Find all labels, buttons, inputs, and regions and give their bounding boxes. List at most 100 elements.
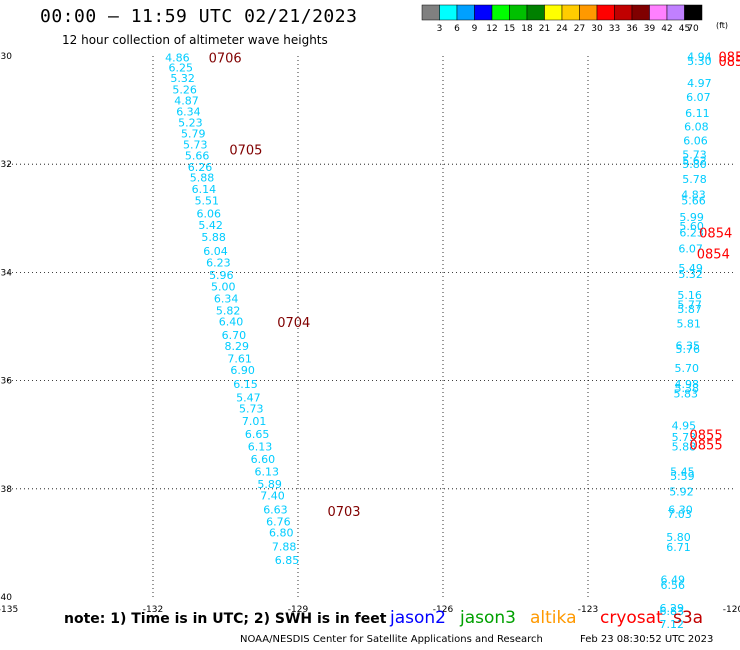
color-scale-label: 36 bbox=[626, 24, 638, 34]
wave-height-point: 5.60 bbox=[679, 220, 704, 233]
wave-height-point: 6.56 bbox=[661, 579, 686, 592]
wave-height-point: 6.70 bbox=[222, 329, 247, 342]
wave-height-point: 6.90 bbox=[230, 364, 255, 377]
wave-height-point: 6.76 bbox=[266, 515, 291, 528]
wave-height-point: 6.13 bbox=[255, 465, 280, 478]
x-tick-label: -126 bbox=[433, 605, 454, 615]
legend-jason2: jason2 bbox=[390, 608, 446, 628]
wave-height-point: 4.95 bbox=[672, 420, 697, 433]
color-scale-label: 9 bbox=[472, 24, 478, 34]
color-scale-label: 12 bbox=[486, 24, 497, 34]
wave-height-point: 5.30 bbox=[687, 55, 712, 68]
wave-height-point: 7.61 bbox=[227, 352, 252, 365]
wave-height-point: 5.66 bbox=[185, 150, 210, 163]
time-label: 0854 bbox=[699, 226, 732, 241]
wave-height-point: 6.63 bbox=[263, 503, 288, 516]
wave-height-point: 4.86 bbox=[165, 52, 190, 65]
wave-height-point: 4.97 bbox=[687, 77, 712, 90]
wave-height-point: 4.94 bbox=[687, 51, 712, 64]
time-label: 0854 bbox=[719, 55, 740, 70]
color-scale-label: 18 bbox=[521, 24, 533, 34]
color-scale-label: 27 bbox=[574, 24, 585, 34]
wave-height-point: 6.06 bbox=[197, 207, 222, 220]
wave-height-point: 4.87 bbox=[174, 94, 199, 107]
wave-height-point: 8.29 bbox=[225, 340, 250, 353]
wave-height-point: 5.59 bbox=[670, 470, 695, 483]
wave-height-point: 6.60 bbox=[251, 453, 276, 466]
wave-height-point: 6.71 bbox=[666, 541, 691, 554]
wave-height-point: 5.66 bbox=[681, 194, 706, 207]
wave-height-point: 6.65 bbox=[245, 428, 269, 441]
x-tick-label: -135 bbox=[0, 605, 18, 615]
wave-height-point: 6.34 bbox=[214, 292, 239, 305]
wave-height-point: 4.98 bbox=[675, 378, 700, 391]
wave-height-point: 6.07 bbox=[678, 243, 703, 256]
color-scale-label: 30 bbox=[591, 24, 603, 34]
wave-height-point: 5.96 bbox=[209, 269, 234, 282]
footer-timestamp: Feb 23 08:30:52 UTC 2023 bbox=[580, 634, 714, 645]
wave-height-point: 5.77 bbox=[677, 298, 702, 311]
wave-height-point: 5.26 bbox=[172, 84, 197, 97]
x-tick-label: -132 bbox=[143, 605, 163, 615]
wave-height-point: 6.23 bbox=[206, 257, 231, 270]
wave-height-point: 5.78 bbox=[682, 173, 707, 186]
wave-height-point: 5.73 bbox=[682, 148, 707, 161]
time-label: 0854 bbox=[719, 51, 740, 66]
time-label: 0705 bbox=[229, 144, 262, 159]
wave-height-point: 5.16 bbox=[677, 289, 702, 302]
wave-height-point: 6.06 bbox=[683, 134, 708, 147]
legend-cryosat: cryosat bbox=[600, 608, 663, 628]
y-tick-label: -36 bbox=[0, 377, 12, 387]
wave-height-point: 5.49 bbox=[678, 262, 703, 275]
wave-height-point: 6.34 bbox=[176, 106, 201, 119]
time-label: 0854 bbox=[697, 247, 730, 262]
wave-height-point: 5.47 bbox=[236, 391, 261, 404]
wave-height-point: 5.87 bbox=[677, 303, 702, 316]
wave-height-point: 6.14 bbox=[192, 183, 217, 196]
time-label: 0706 bbox=[209, 52, 242, 67]
color-scale-label: 21 bbox=[539, 24, 550, 34]
time-label: 0704 bbox=[277, 316, 310, 331]
wave-height-point: 6.29 bbox=[660, 602, 685, 615]
x-tick-label: -120 bbox=[723, 605, 740, 615]
y-tick-label: -40 bbox=[0, 593, 12, 603]
wave-height-point: 5.73 bbox=[672, 431, 697, 444]
footer-credit: NOAA/NESDIS Center for Satellite Applica… bbox=[240, 634, 543, 645]
wave-height-point: 5.32 bbox=[678, 268, 703, 281]
wave-height-point: 6.15 bbox=[233, 378, 258, 391]
wave-height-point: 6.30 bbox=[668, 503, 693, 516]
wave-height-point: 5.51 bbox=[195, 194, 220, 207]
wave-height-point: 5.80 bbox=[666, 531, 691, 544]
y-tick-label: -34 bbox=[0, 268, 12, 278]
color-scale-label: 24 bbox=[556, 24, 568, 34]
wave-height-point: 5.32 bbox=[170, 72, 195, 85]
wave-height-point: 5.88 bbox=[672, 441, 697, 454]
wave-height-point: 5.70 bbox=[675, 362, 700, 375]
wave-height-point: 6.11 bbox=[685, 107, 710, 120]
time-label: 0703 bbox=[327, 505, 360, 520]
y-tick-label: -30 bbox=[0, 52, 12, 62]
wave-height-point: 6.07 bbox=[686, 91, 711, 104]
color-scale-label: 15 bbox=[504, 24, 515, 34]
wave-height-point: 5.81 bbox=[676, 317, 701, 330]
wave-height-point: 6.83 bbox=[660, 605, 685, 618]
page-subtitle: 12 hour collection of altimeter wave hei… bbox=[62, 33, 328, 47]
time-label: 0855 bbox=[690, 429, 723, 444]
wave-height-point: 6.35 bbox=[675, 339, 700, 352]
color-scale-unit: (ft) bbox=[716, 21, 729, 30]
color-scale-label: 39 bbox=[644, 24, 656, 34]
wave-height-point: 5.80 bbox=[682, 158, 707, 171]
wave-height-point: 5.62 bbox=[682, 154, 707, 167]
wave-height-point: 5.45 bbox=[670, 465, 695, 478]
wave-height-point: 7.03 bbox=[667, 508, 692, 521]
legend-jason3: jason3 bbox=[460, 608, 516, 628]
wave-height-point: 5.38 bbox=[675, 382, 700, 395]
wave-height-point: 6.26 bbox=[188, 161, 213, 174]
color-scale-label: 33 bbox=[609, 24, 620, 34]
color-scale-label: 3 bbox=[437, 24, 443, 34]
wave-height-point: 6.13 bbox=[248, 441, 273, 454]
y-tick-label: -32 bbox=[0, 160, 12, 170]
time-label: 0855 bbox=[690, 438, 723, 453]
